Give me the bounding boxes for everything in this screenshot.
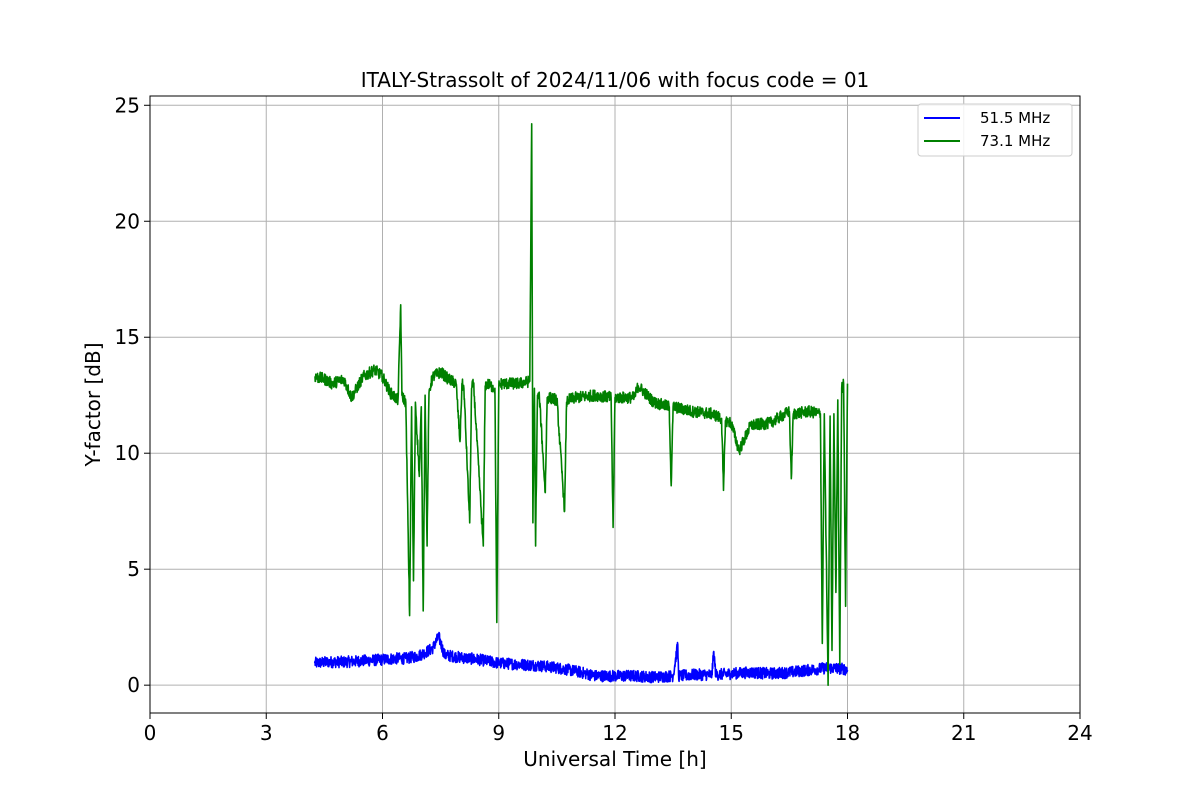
x-tick-label: 9 [492,721,505,745]
x-tick-label: 12 [602,721,627,745]
y-tick-label: 15 [115,325,140,349]
legend-label-1: 73.1 MHz [980,132,1050,150]
x-tick-label: 15 [719,721,744,745]
x-tick-label: 24 [1067,721,1092,745]
x-tick-label: 0 [144,721,157,745]
legend-label-0: 51.5 MHz [980,109,1050,127]
y-axis-title: Y-factor [dB] [81,342,105,467]
series-line-1 [314,123,849,687]
y-tick-label: 25 [115,93,140,117]
y-tick-label: 10 [115,441,140,465]
x-tick-label: 21 [951,721,976,745]
series-line-0 [313,631,849,684]
y-tick-label: 5 [127,557,140,581]
x-tick-label: 18 [835,721,860,745]
axis-ticks: 0 3 6 9 12 15 18 21 24 0 5 10 15 20 25 [115,93,1093,745]
series-layer [313,123,849,687]
x-tick-label: 6 [376,721,389,745]
y-tick-label: 0 [127,673,140,697]
chart-title: ITALY-Strassolt of 2024/11/06 with focus… [361,68,870,92]
x-axis-title: Universal Time [h] [523,747,706,771]
legend: 51.5 MHz 73.1 MHz [917,103,1073,157]
y-tick-label: 20 [115,209,140,233]
x-tick-label: 3 [260,721,273,745]
